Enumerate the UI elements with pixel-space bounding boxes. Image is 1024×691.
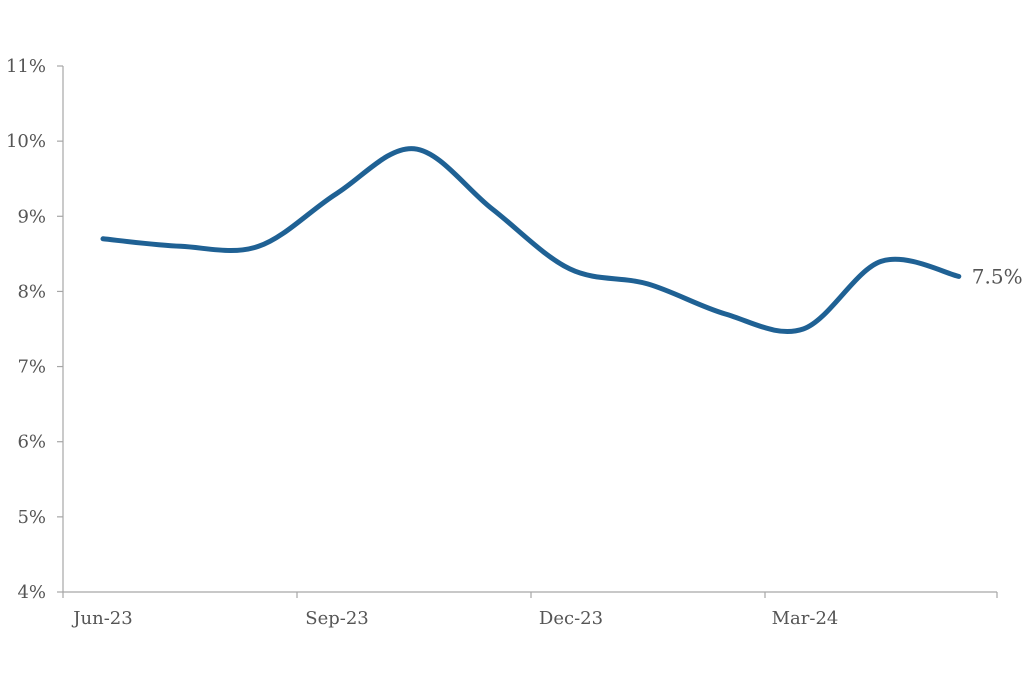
data-point (101, 236, 106, 241)
y-tick-label: 6% (17, 432, 46, 453)
y-tick-label: 11% (6, 56, 46, 77)
data-point (490, 206, 495, 211)
data-point (801, 327, 806, 332)
x-tick-label: Jun-23 (71, 608, 132, 629)
y-tick-label: 10% (6, 131, 46, 152)
data-point (645, 281, 650, 286)
data-point (956, 274, 961, 279)
data-point (723, 312, 728, 317)
x-axis: Jun-23 Sep-23 Dec-23 Mar-24 (62, 591, 998, 629)
x-tick-label: Dec-23 (539, 608, 603, 629)
x-tick-label: Mar-24 (772, 608, 839, 629)
y-tick-label: 7% (17, 357, 46, 378)
data-point (879, 259, 884, 264)
end-value-label: 7.5% (972, 264, 1023, 288)
data-point (567, 266, 572, 271)
data-point (334, 191, 339, 196)
y-tick-label: 8% (17, 281, 46, 302)
y-tick-label: 5% (17, 507, 46, 528)
data-point (412, 146, 417, 151)
data-point (178, 244, 183, 249)
y-tick-label: 9% (17, 206, 46, 227)
data-point (256, 244, 261, 249)
series-group (100, 146, 962, 335)
y-tick-label: 4% (17, 582, 46, 603)
x-tick-label: Sep-23 (305, 608, 369, 629)
y-axis: 4% 5% 6% 7% 8% 9% 10% 11% (6, 56, 64, 603)
series-line (100, 146, 962, 335)
